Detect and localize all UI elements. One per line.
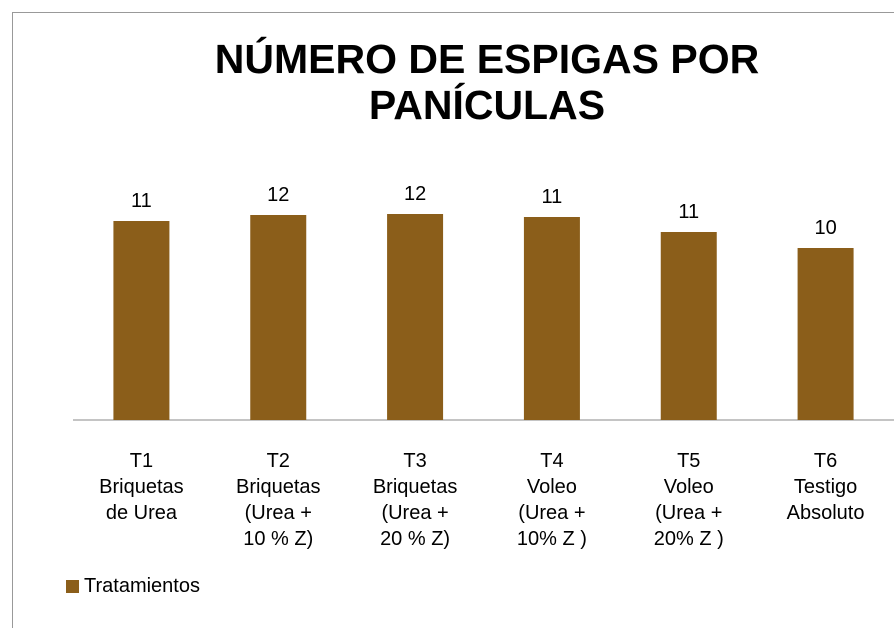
- x-tick-label: T3 Briquetas (Urea + 20 % Z): [372, 450, 458, 550]
- data-label: 10: [814, 217, 836, 239]
- chart-title: NÚMERO DE ESPIGAS POR PANÍCULAS: [214, 36, 760, 128]
- bar: [250, 215, 307, 420]
- x-tick-label: T6 Testigo Absoluto: [786, 450, 865, 524]
- bar: [387, 214, 444, 420]
- x-tick-label: T5 Voleo (Urea + 20% Z ): [653, 450, 724, 550]
- data-label: 11: [131, 190, 152, 212]
- x-tick-label: T4 Voleo (Urea + 10% Z ): [516, 450, 587, 550]
- x-tick-label: T1 Briquetas de Urea: [99, 450, 184, 524]
- bar: [523, 217, 580, 420]
- x-tick-label: T2 Briquetas (Urea + 10 % Z): [236, 450, 321, 550]
- bar: [660, 232, 717, 420]
- legend-label: Tratamientos: [84, 575, 200, 597]
- legend-swatch: [66, 580, 79, 593]
- data-label: 12: [404, 183, 426, 205]
- data-label: 11: [678, 201, 699, 223]
- data-label: 11: [542, 186, 563, 208]
- bar: [797, 248, 854, 420]
- frame: [12, 12, 894, 628]
- bar: [113, 221, 170, 420]
- data-label: 12: [267, 184, 289, 206]
